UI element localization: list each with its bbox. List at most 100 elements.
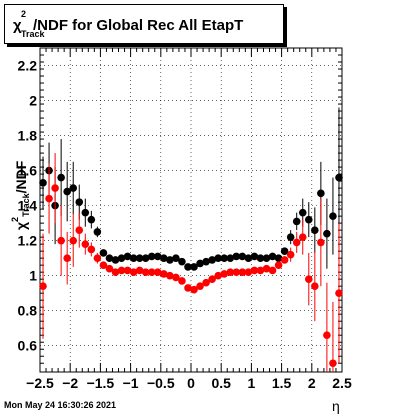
data-point — [166, 271, 174, 280]
x-tick-label: 0 — [187, 375, 195, 391]
y-tick-label: 1.2 — [18, 233, 38, 249]
data-point — [81, 240, 90, 248]
data-point — [172, 254, 180, 262]
data-point — [190, 263, 198, 271]
data-point — [274, 254, 283, 262]
data-point — [69, 236, 78, 245]
data-point — [214, 271, 222, 280]
data-point — [105, 254, 114, 262]
data-point — [57, 173, 65, 182]
data-point — [208, 275, 216, 283]
data-point — [75, 198, 84, 206]
chart-title: /NDF for Global Rec All EtapT — [33, 17, 244, 34]
data-point — [99, 261, 108, 269]
data-point — [57, 236, 65, 245]
data-point — [304, 275, 313, 283]
data-point — [123, 252, 132, 261]
data-point — [69, 184, 78, 192]
data-point — [184, 263, 192, 271]
data-point — [202, 257, 210, 266]
data-point — [141, 268, 150, 276]
data-point — [280, 256, 289, 264]
x-tick-label: 2 — [308, 375, 316, 391]
data-point — [45, 194, 53, 203]
y-tick-label: 0.8 — [18, 303, 38, 319]
x-tick-label: 1 — [248, 375, 256, 391]
data-point — [190, 285, 198, 294]
data-point — [280, 247, 289, 255]
data-point — [87, 245, 96, 254]
data-point — [226, 254, 235, 262]
y-tick-label: 2 — [29, 93, 37, 109]
data-point — [135, 266, 144, 275]
y-tick-label: 0.6 — [18, 338, 38, 354]
data-point — [111, 256, 120, 264]
data-point — [178, 257, 186, 266]
data-point — [335, 289, 343, 297]
data-point — [141, 254, 150, 262]
data-point — [129, 268, 138, 276]
data-point — [262, 254, 271, 262]
x-tick-label: −2.5 — [26, 375, 54, 391]
data-point — [268, 266, 277, 275]
data-point — [232, 252, 241, 261]
data-point — [75, 226, 84, 234]
data-point — [335, 173, 343, 182]
data-point — [214, 254, 222, 262]
data-point — [238, 252, 247, 261]
data-point — [323, 229, 331, 238]
title-chi: χ — [13, 17, 22, 34]
data-point — [256, 266, 265, 275]
data-point — [256, 254, 265, 262]
data-point — [292, 238, 301, 247]
data-point — [238, 268, 247, 276]
data-point — [117, 266, 126, 275]
data-point — [166, 256, 174, 264]
data-point — [147, 252, 156, 261]
x-tick-label: 2.5 — [332, 375, 352, 391]
data-point — [329, 212, 337, 220]
data-point — [184, 284, 192, 292]
x-tick-label: −2 — [62, 375, 78, 391]
ylabel-chi: χ — [13, 221, 29, 230]
data-point — [160, 254, 168, 262]
data-point — [298, 208, 307, 217]
data-point — [160, 270, 168, 278]
data-point — [244, 268, 253, 276]
data-point — [262, 264, 271, 273]
y-tick-label: 1 — [29, 268, 37, 284]
data-point — [220, 270, 229, 278]
data-point — [244, 254, 253, 262]
data-point — [323, 331, 331, 340]
data-point — [226, 268, 235, 276]
data-point — [63, 254, 71, 262]
data-point — [153, 268, 162, 276]
ylabel-subscript: Track — [21, 193, 31, 217]
data-point — [329, 359, 337, 368]
data-point — [268, 252, 277, 261]
x-tick-label: −0.5 — [147, 375, 175, 391]
data-point — [250, 266, 259, 275]
data-point — [298, 233, 307, 241]
data-point — [39, 282, 47, 290]
data-point — [87, 215, 96, 224]
y-axis-label: χ2Track/NDF — [2, 100, 32, 230]
y-tick-label: 1.6 — [18, 163, 38, 179]
x-tick-label: 1.5 — [272, 375, 292, 391]
data-point — [196, 282, 204, 290]
data-point — [178, 277, 186, 285]
ylabel-superscript: 2 — [10, 216, 20, 222]
data-point — [135, 254, 144, 262]
data-point — [311, 282, 319, 290]
ylabel-text: /NDF — [13, 160, 29, 194]
x-tick-label: −1 — [123, 375, 139, 391]
title-superscript: 2 — [21, 9, 27, 19]
data-point — [274, 261, 283, 269]
data-point — [311, 226, 319, 234]
data-point — [317, 189, 325, 198]
data-point — [286, 250, 295, 259]
data-point — [220, 254, 229, 262]
data-point — [105, 264, 114, 273]
